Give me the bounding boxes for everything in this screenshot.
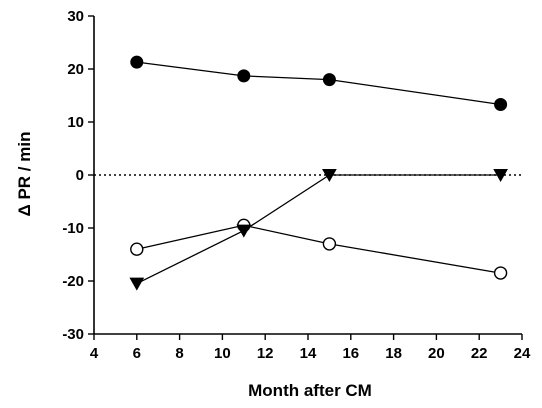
- y-tick-label: -10: [62, 220, 84, 237]
- y-tick-label: 30: [67, 8, 84, 25]
- x-tick-label: 22: [471, 345, 488, 362]
- data-point-filled-circle: [322, 73, 336, 87]
- series-line-2: [136, 224, 501, 274]
- data-point-triangle-down: [493, 169, 508, 183]
- x-tick-label: 14: [300, 345, 317, 362]
- x-tick-label: 4: [90, 345, 99, 362]
- x-tick-label: 24: [514, 345, 531, 362]
- x-tick-label: 20: [428, 345, 445, 362]
- data-point-filled-circle: [130, 55, 144, 69]
- x-tick-label: 16: [342, 345, 359, 362]
- x-tick-label: 6: [133, 345, 141, 362]
- y-tick-label: 10: [67, 114, 84, 131]
- y-tick-label: 20: [67, 61, 84, 78]
- y-tick-label: -20: [62, 273, 84, 290]
- data-point-filled-circle: [237, 69, 251, 83]
- data-point-triangle-down: [236, 224, 252, 238]
- series-line-1: [136, 61, 501, 106]
- axes: -30 -20 -10 0 10 20 30 4 6 8 10 12 14 16 18 20 22 24: [62, 8, 531, 362]
- plot-area: [94, 55, 522, 291]
- x-tick-label: 12: [257, 345, 274, 362]
- data-point-open-circle: [322, 237, 337, 251]
- y-tick-label: 0: [76, 167, 84, 184]
- x-axis-title: Month after CM: [248, 381, 372, 400]
- x-tick-label: 8: [175, 345, 183, 362]
- data-point-filled-circle: [494, 98, 508, 112]
- data-point-triangle-down: [322, 169, 337, 183]
- series-line-3: [136, 174, 501, 285]
- data-point-triangle-down: [129, 277, 145, 291]
- x-tick-label: 10: [214, 345, 231, 362]
- y-axis-title: Δ PR / min: [15, 132, 34, 217]
- data-point-open-circle: [130, 242, 144, 256]
- data-point-open-circle: [493, 266, 508, 280]
- x-tick-label: 18: [385, 345, 402, 362]
- y-tick-label: -30: [62, 326, 84, 343]
